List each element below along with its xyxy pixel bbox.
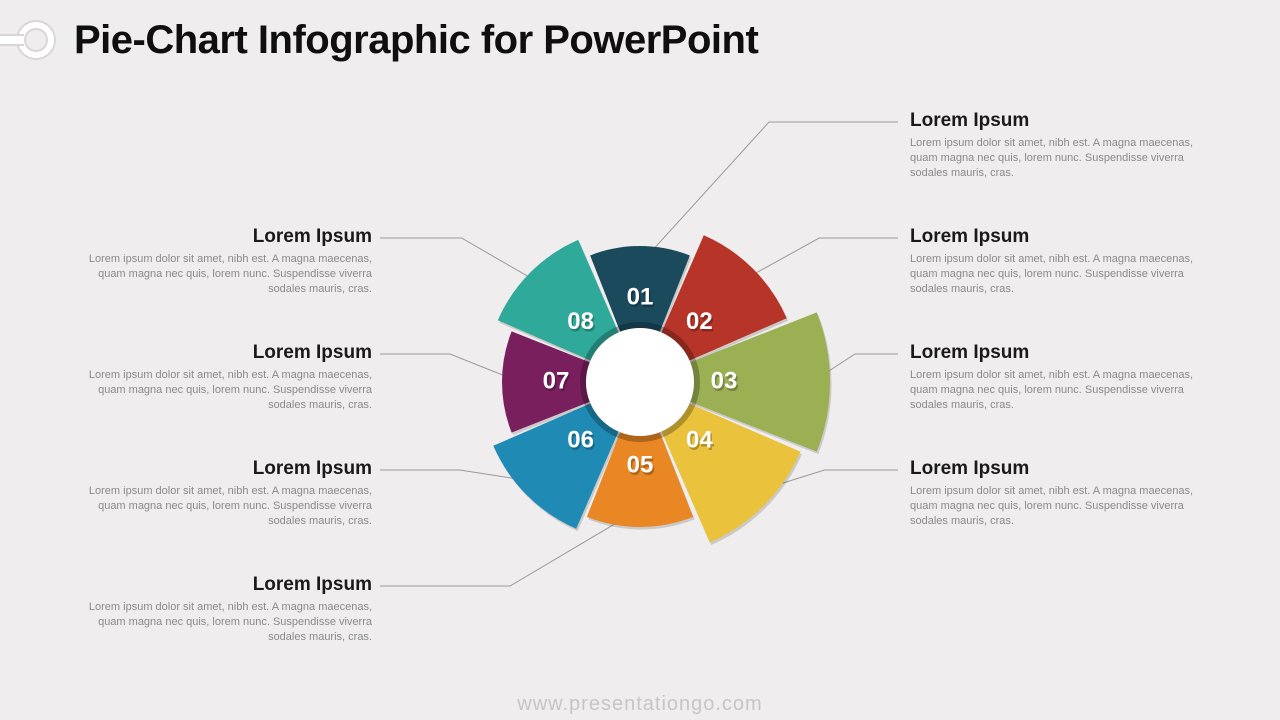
- info-title: Lorem Ipsum: [910, 226, 1220, 248]
- slice-label-02: 02: [686, 308, 713, 335]
- info-block: Lorem Ipsum Lorem ipsum dolor sit amet, n…: [910, 458, 1220, 529]
- slice-label-05: 05: [627, 451, 654, 478]
- footer-url: www.presentationgo.com: [0, 693, 1280, 716]
- info-title: Lorem Ipsum: [910, 342, 1220, 364]
- header: Pie-Chart Infographic for PowerPoint: [0, 0, 1280, 80]
- info-block: Lorem Ipsum Lorem ipsum dolor sit amet, n…: [62, 226, 372, 297]
- slice-label-03: 03: [711, 367, 738, 394]
- info-title: Lorem Ipsum: [910, 458, 1220, 480]
- slice-label-08: 08: [567, 308, 594, 335]
- info-block: Lorem Ipsum Lorem ipsum dolor sit amet, n…: [910, 226, 1220, 297]
- pie-chart: 01010202030304040505060607070808: [430, 172, 850, 592]
- info-body: Lorem ipsum dolor sit amet, nibh est. A …: [910, 136, 1220, 181]
- info-body: Lorem ipsum dolor sit amet, nibh est. A …: [910, 484, 1220, 529]
- slice-label-06: 06: [567, 426, 594, 453]
- info-body: Lorem ipsum dolor sit amet, nibh est. A …: [910, 252, 1220, 297]
- ring-icon: [18, 22, 54, 58]
- info-title: Lorem Ipsum: [62, 574, 372, 596]
- info-block: Lorem Ipsum Lorem ipsum dolor sit amet, n…: [62, 574, 372, 645]
- pie-center: [586, 328, 694, 436]
- slice-label-04: 04: [686, 426, 713, 453]
- info-block: Lorem Ipsum Lorem ipsum dolor sit amet, n…: [910, 110, 1220, 181]
- info-title: Lorem Ipsum: [62, 226, 372, 248]
- page-title: Pie-Chart Infographic for PowerPoint: [74, 18, 758, 63]
- info-block: Lorem Ipsum Lorem ipsum dolor sit amet, n…: [62, 342, 372, 413]
- info-title: Lorem Ipsum: [62, 458, 372, 480]
- info-body: Lorem ipsum dolor sit amet, nibh est. A …: [62, 252, 372, 297]
- slice-label-07: 07: [543, 367, 570, 394]
- info-body: Lorem ipsum dolor sit amet, nibh est. A …: [62, 368, 372, 413]
- info-title: Lorem Ipsum: [910, 110, 1220, 132]
- info-title: Lorem Ipsum: [62, 342, 372, 364]
- info-body: Lorem ipsum dolor sit amet, nibh est. A …: [62, 600, 372, 645]
- slice-label-01: 01: [627, 283, 654, 310]
- info-block: Lorem Ipsum Lorem ipsum dolor sit amet, n…: [910, 342, 1220, 413]
- info-block: Lorem Ipsum Lorem ipsum dolor sit amet, n…: [62, 458, 372, 529]
- info-body: Lorem ipsum dolor sit amet, nibh est. A …: [62, 484, 372, 529]
- info-body: Lorem ipsum dolor sit amet, nibh est. A …: [910, 368, 1220, 413]
